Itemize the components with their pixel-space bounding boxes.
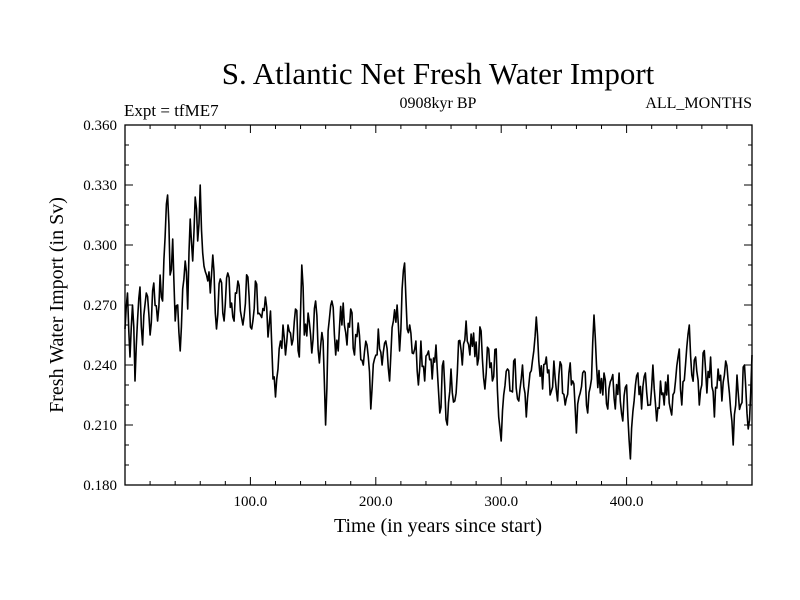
y-tick-label: 0.270: [83, 298, 117, 314]
y-axis-label: Fresh Water Import (in Sv): [46, 197, 68, 413]
period-label: 0908kyr BP: [400, 95, 477, 112]
x-axis-label: Time (in years since start): [334, 515, 542, 537]
y-tick-label: 0.240: [83, 358, 117, 374]
chart-title: S. Atlantic Net Fresh Water Import: [222, 56, 655, 91]
fresh-water-series-line: [124, 184, 753, 460]
y-tick-label: 0.300: [83, 238, 117, 254]
months-label: ALL_MONTHS: [645, 95, 752, 112]
plot-frame: [124, 124, 753, 486]
x-tick-label: 200.0: [359, 494, 393, 510]
x-tick-label: 300.0: [484, 494, 518, 510]
y-tick-label: 0.360: [83, 118, 117, 134]
y-tick-label: 0.210: [83, 418, 117, 434]
experiment-label: Expt = tfME7: [124, 101, 219, 120]
x-tick-label: 400.0: [610, 494, 644, 510]
x-tick-label: 100.0: [234, 494, 268, 510]
y-tick-label: 0.330: [83, 178, 117, 194]
x-axis-ticks: 100.0 200.0 300.0 400.0: [149, 125, 728, 510]
y-tick-label: 0.180: [83, 478, 117, 494]
y-axis-ticks: 0.180 0.210 0.240 0.270 0.300 0.330 0.360: [83, 118, 752, 494]
